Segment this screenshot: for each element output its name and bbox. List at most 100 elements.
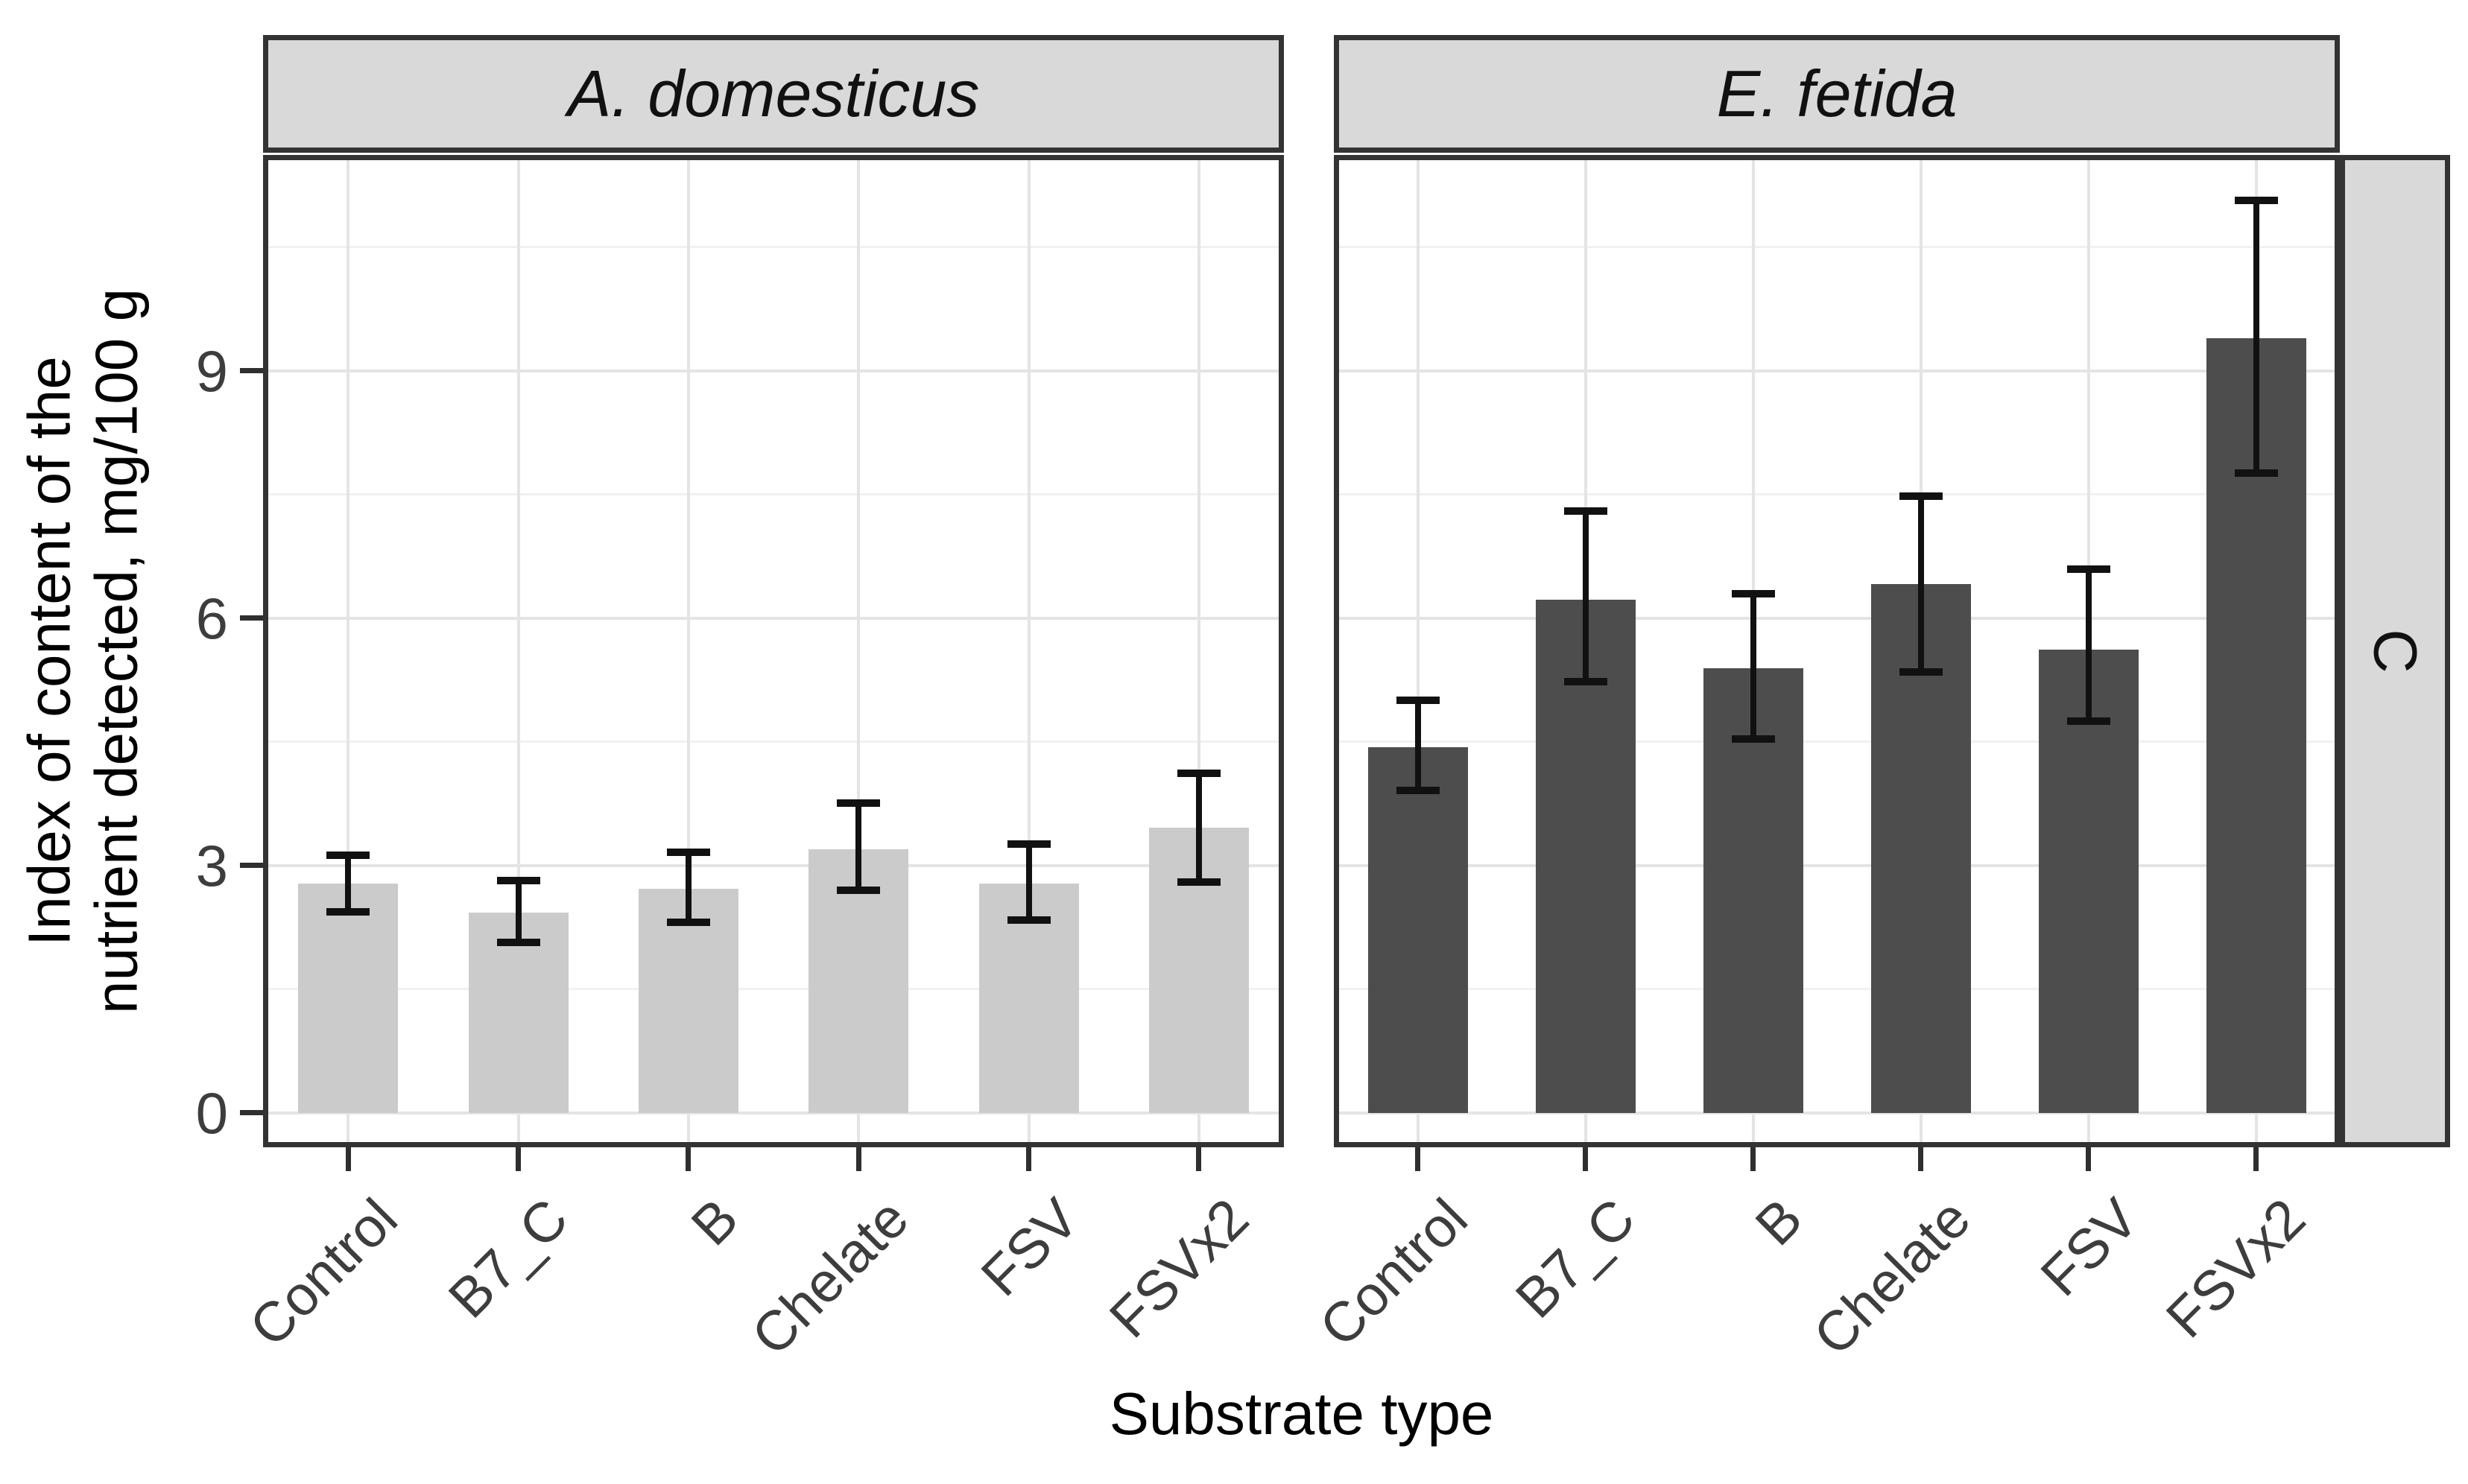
bar-Control [298,883,399,1113]
error-bar-cap-top-B [1731,589,1775,597]
x-tick-FSVx2 [2253,1147,2259,1171]
error-bar-line-FSVx2 [1195,773,1202,882]
error-bar-cap-bottom-Chelate [1899,668,1943,676]
x-tick-B7_C [516,1147,521,1171]
error-bar-cap-top-B [666,848,710,856]
error-bar-line-Chelate [855,802,862,890]
y-tick-label-3: 3 [195,832,228,898]
x-tick-label-Chelate: Chelate [1801,1186,1982,1367]
error-bar-cap-bottom-B7_C [1563,677,1607,685]
error-bar-cap-top-Chelate [1899,492,1943,500]
minor-gridline [1334,741,2340,743]
major-gridline [263,369,1284,372]
minor-gridline [263,741,1284,743]
error-bar-line-B [685,852,692,922]
bar-FSV [2038,649,2139,1113]
x-tick-B [1750,1147,1756,1171]
y-tick-0 [240,1110,263,1116]
error-bar-cap-bottom-Chelate [837,886,881,894]
minor-gridline [1334,246,2340,249]
x-tick-FSV [1026,1147,1031,1171]
error-bar-cap-top-FSV [1007,840,1051,848]
x-tick-FSV [2086,1147,2091,1171]
minor-gridline [1334,493,2340,496]
x-tick-Control [345,1147,351,1171]
right-facet-strip-label: C [2361,629,2429,673]
minor-gridline [263,493,1284,496]
error-bar-line-Control [1414,700,1421,790]
x-tick-Chelate [1918,1147,1923,1171]
error-bar-cap-bottom-FSVx2 [2234,469,2278,478]
error-bar-cap-top-B7_C [496,876,540,884]
y-tick-9 [240,368,263,374]
error-bar-cap-bottom-Control [1396,786,1440,794]
x-tick-label-B7_C: B7_C [1503,1186,1647,1330]
facet-strip-label: E. fetida [1716,57,1958,130]
x-tick-Control [1415,1147,1420,1171]
x-tick-B7_C [1583,1147,1588,1171]
vertical-gridline [1027,155,1031,1147]
x-tick-label-FSV: FSV [2028,1186,2150,1308]
error-bar-cap-top-FSVx2 [2234,196,2278,204]
y-tick-label-9: 9 [195,337,228,404]
facet-strip-1: A. domesticus [263,35,1284,153]
error-bar-cap-top-FSVx2 [1177,769,1221,777]
vertical-gridline [516,155,520,1147]
y-tick-6 [240,615,263,621]
bar-B7_C [1535,600,1636,1113]
error-bar-line-Control [345,855,352,912]
bar-Control [1367,747,1468,1113]
error-bar-line-Chelate [1917,496,1924,672]
major-gridline [1334,369,2340,372]
error-bar-cap-bottom-B [1731,735,1775,743]
error-bar-cap-bottom-FSV [1007,916,1051,924]
major-gridline [1334,863,2340,867]
x-tick-label-Control: Control [1307,1186,1479,1359]
x-tick-B [686,1147,692,1171]
error-bar-cap-bottom-FSVx2 [1177,878,1221,886]
y-tick-3 [240,863,263,869]
x-tick-label-B: B [1743,1186,1814,1258]
minor-gridline [263,246,1284,249]
major-gridline [263,863,1284,867]
error-bar-cap-top-FSV [2066,565,2110,574]
x-tick-label-FSVx2: FSVx2 [1097,1186,1260,1350]
x-tick-label-FSV: FSV [969,1186,1090,1308]
major-gridline [1334,1111,2340,1114]
x-tick-label-FSVx2: FSVx2 [2154,1186,2317,1350]
vertical-gridline [857,155,861,1147]
error-bar-line-B7_C [1582,510,1589,682]
panel-1 [263,155,1284,1147]
y-tick-label-6: 6 [195,585,228,651]
major-gridline [263,616,1284,620]
vertical-gridline [1416,155,1420,1147]
minor-gridline [1334,988,2340,991]
vertical-gridline [686,155,690,1147]
x-tick-label-Chelate: Chelate [739,1186,920,1367]
y-tick-label-0: 0 [195,1079,228,1146]
error-bar-line-B [1750,593,1756,740]
vertical-gridline [347,155,350,1147]
vertical-gridline [1197,155,1200,1147]
right-facet-strip: C [2340,155,2450,1147]
error-bar-cap-bottom-FSV [2066,717,2110,726]
facet-strip-label: A. domesticus [567,57,980,130]
error-bar-cap-top-B7_C [1563,507,1607,515]
major-gridline [1334,616,2340,620]
panel-2 [1334,155,2340,1147]
error-bar-cap-bottom-B7_C [496,938,540,946]
error-bar-line-FSV [2085,569,2092,722]
x-tick-Chelate [855,1147,861,1171]
x-axis-title: Substrate type [1109,1380,1494,1447]
x-tick-label-B7_C: B7_C [436,1186,580,1330]
facet-strip-2: E. fetida [1334,35,2340,153]
error-bar-line-FSV [1025,843,1032,920]
x-tick-FSVx2 [1196,1147,1202,1171]
error-bar-cap-top-Chelate [837,799,881,807]
error-bar-cap-bottom-Control [326,907,370,916]
error-bar-line-FSVx2 [2253,200,2259,474]
x-tick-label-Control: Control [237,1186,410,1359]
error-bar-line-B7_C [515,880,522,942]
error-bar-cap-bottom-B [666,918,710,926]
